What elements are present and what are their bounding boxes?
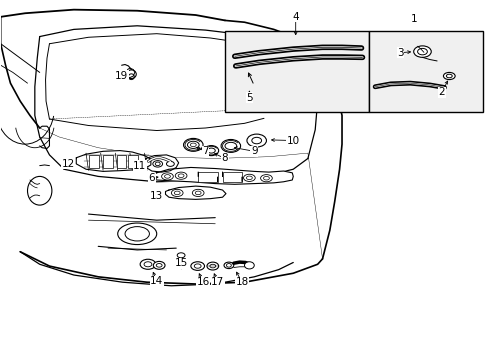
Text: 1: 1 — [409, 14, 416, 24]
Text: 8: 8 — [221, 153, 228, 163]
Text: 3: 3 — [396, 48, 403, 58]
Ellipse shape — [192, 189, 203, 197]
Text: 2: 2 — [438, 87, 445, 97]
Text: 4: 4 — [292, 12, 298, 22]
Ellipse shape — [171, 189, 183, 197]
Bar — [222, 172, 242, 182]
Ellipse shape — [140, 259, 156, 269]
Polygon shape — [146, 155, 178, 172]
Text: 9: 9 — [250, 146, 257, 156]
Ellipse shape — [126, 70, 136, 78]
Ellipse shape — [153, 261, 164, 269]
Polygon shape — [76, 150, 151, 171]
Bar — [198, 172, 217, 182]
Bar — [103, 154, 113, 168]
Bar — [224, 31, 368, 112]
Ellipse shape — [183, 138, 203, 151]
Text: 10: 10 — [286, 136, 299, 145]
Text: 7: 7 — [202, 146, 208, 156]
Text: 19: 19 — [115, 71, 128, 81]
Ellipse shape — [206, 262, 218, 270]
Text: 16: 16 — [196, 277, 209, 287]
Ellipse shape — [153, 161, 162, 167]
Ellipse shape — [246, 134, 266, 147]
Text: 12: 12 — [61, 159, 75, 169]
Ellipse shape — [221, 139, 240, 152]
Ellipse shape — [118, 223, 157, 244]
Ellipse shape — [190, 262, 204, 270]
Text: 11: 11 — [133, 161, 146, 171]
Bar — [89, 154, 99, 168]
Polygon shape — [165, 186, 225, 199]
Ellipse shape — [260, 175, 272, 182]
Text: 13: 13 — [150, 191, 163, 201]
Text: 17: 17 — [211, 277, 224, 287]
Ellipse shape — [243, 174, 255, 181]
Ellipse shape — [443, 72, 454, 80]
Ellipse shape — [177, 253, 184, 258]
Ellipse shape — [413, 46, 430, 57]
Bar — [128, 154, 138, 168]
Text: 6: 6 — [148, 173, 155, 183]
Ellipse shape — [175, 172, 186, 179]
Ellipse shape — [161, 173, 173, 180]
Text: 14: 14 — [150, 276, 163, 286]
Text: 5: 5 — [245, 93, 252, 103]
Ellipse shape — [203, 145, 218, 156]
Ellipse shape — [244, 262, 254, 269]
Polygon shape — [151, 167, 293, 184]
Bar — [368, 31, 483, 112]
Bar — [117, 154, 126, 168]
Ellipse shape — [166, 161, 174, 166]
Ellipse shape — [224, 262, 233, 269]
Text: 18: 18 — [235, 277, 248, 287]
Text: 15: 15 — [174, 258, 187, 268]
